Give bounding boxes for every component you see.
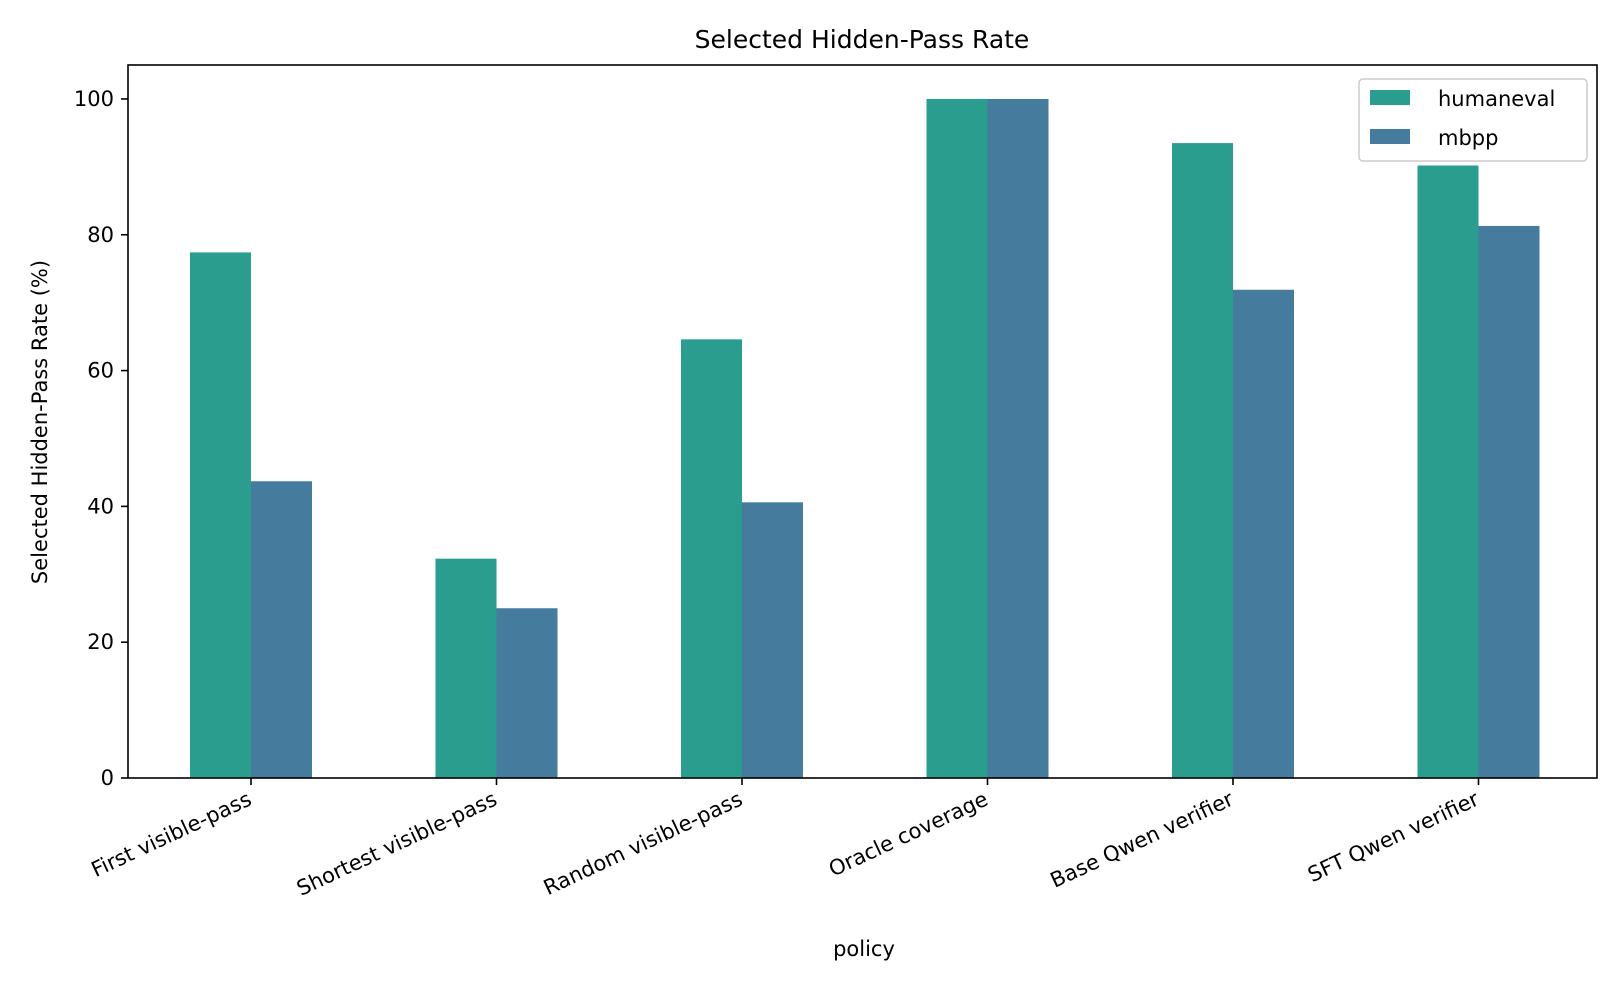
bars-layer	[190, 98, 1540, 779]
bar-mbpp-1	[496, 608, 558, 778]
x-axis-label: policy	[833, 937, 895, 961]
bar-humaneval-4	[1172, 143, 1233, 779]
legend-swatch-mbpp	[1370, 129, 1410, 144]
bar-mbpp-5	[1478, 225, 1540, 779]
y-tick-label: 100	[74, 87, 114, 111]
bar-mbpp-2	[742, 502, 803, 778]
bar-humaneval-2	[681, 339, 742, 778]
bar-mbpp-4	[1233, 289, 1294, 778]
y-tick-label: 60	[87, 359, 114, 383]
plot-area-frame	[127, 64, 1598, 779]
chart-title: Selected Hidden-Pass Rate	[695, 25, 1030, 54]
legend-label-humaneval: humaneval	[1438, 87, 1555, 111]
legend: humaneval mbpp	[1358, 78, 1588, 162]
x-tick-label: Base Qwen verifier	[1047, 787, 1238, 893]
x-tick-label: SFT Qwen verifier	[1304, 787, 1483, 887]
bar-humaneval-0	[190, 252, 251, 779]
y-tick-label: 20	[87, 630, 114, 654]
bar-humaneval-3	[926, 98, 988, 778]
bar-mbpp-0	[251, 481, 312, 778]
legend-label-mbpp: mbpp	[1438, 126, 1498, 150]
y-tick-label: 40	[87, 494, 114, 518]
legend-swatch-humaneval	[1370, 90, 1410, 105]
bar-humaneval-5	[1417, 165, 1479, 779]
y-axis: 0 20 40 60 80 100	[74, 87, 128, 790]
legend-frame	[1358, 78, 1588, 162]
y-axis-label: Selected Hidden-Pass Rate (%)	[28, 260, 52, 584]
bar-humaneval-1	[435, 558, 497, 778]
y-tick-label: 0	[101, 766, 114, 790]
bar-mbpp-3	[987, 98, 1049, 778]
x-tick-label: Random visible-pass	[540, 787, 746, 900]
x-tick-label: Shortest visible-pass	[293, 787, 501, 901]
x-axis: First visible-pass Shortest visible-pass R…	[88, 778, 1483, 901]
x-tick-label: Oracle coverage	[825, 787, 991, 882]
y-tick-label: 80	[87, 223, 114, 247]
x-tick-label: First visible-pass	[88, 787, 256, 882]
